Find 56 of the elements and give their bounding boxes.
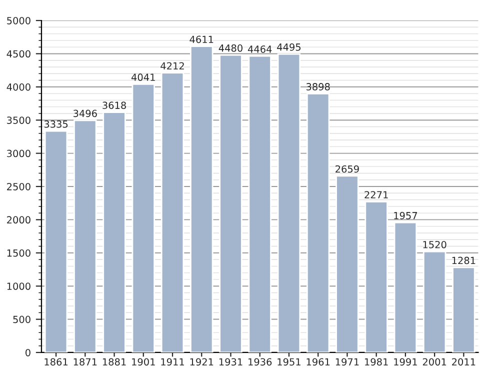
y-tick-label: 4000	[6, 83, 30, 91]
bar	[336, 175, 359, 352]
data-label: 3335	[44, 120, 68, 128]
x-tick-label: 1936	[248, 358, 272, 366]
y-tick-label: 3000	[7, 150, 30, 158]
y-tick-label: 1500	[7, 249, 30, 257]
x-tick-label: 1971	[336, 358, 359, 366]
y-tick-label: 4500	[6, 50, 30, 58]
y-tick-label: 2000	[7, 216, 30, 224]
bar	[306, 92, 330, 352]
data-label: 3618	[102, 102, 126, 109]
bar	[364, 201, 388, 352]
bar	[44, 130, 68, 352]
bar	[132, 83, 156, 352]
bar	[102, 112, 126, 352]
data-label: 2271	[364, 191, 388, 198]
x-tick-label: 1931	[219, 358, 242, 366]
data-label: 1281	[452, 256, 476, 264]
bar	[277, 53, 301, 352]
data-label: 4464	[248, 45, 272, 53]
bar	[190, 46, 214, 352]
bar	[422, 250, 446, 352]
y-tick-label: 1000	[7, 282, 30, 290]
y-tick-label: 500	[13, 316, 30, 324]
x-tick-label: 1911	[161, 358, 184, 366]
bar	[219, 54, 242, 352]
y-tick-label: 5000	[7, 16, 30, 24]
data-label: 3496	[74, 110, 97, 118]
bar	[74, 120, 97, 352]
data-label: 4480	[218, 44, 242, 52]
data-label: 4041	[131, 74, 155, 81]
data-label: 4611	[190, 36, 214, 44]
y-tick-label: 0	[26, 348, 30, 356]
x-tick-label: 1951	[278, 358, 300, 366]
x-tick-label: 2011	[452, 358, 476, 366]
x-tick-label: 1901	[132, 358, 155, 366]
bar	[160, 72, 184, 352]
y-tick-label: 2500	[7, 182, 30, 190]
bar	[394, 222, 418, 352]
x-tick-label: 1881	[102, 358, 126, 366]
data-label: 3898	[306, 83, 330, 90]
data-label: 4495	[277, 43, 300, 51]
data-label: 4212	[160, 62, 184, 70]
data-label: 1957	[394, 212, 417, 220]
x-tick-label: 1991	[394, 358, 417, 366]
x-tick-label: 1871	[74, 358, 97, 366]
bar	[452, 266, 476, 352]
x-tick-label: 1981	[365, 358, 388, 366]
data-label: 1520	[423, 240, 446, 248]
x-tick-label: 1921	[190, 358, 214, 366]
x-tick-label: 2001	[422, 358, 446, 366]
x-tick-label: 1861	[44, 358, 68, 366]
y-tick-label: 3500	[7, 116, 30, 124]
x-tick-label: 1961	[306, 358, 330, 366]
bar	[248, 55, 272, 352]
data-label: 2659	[336, 165, 359, 173]
